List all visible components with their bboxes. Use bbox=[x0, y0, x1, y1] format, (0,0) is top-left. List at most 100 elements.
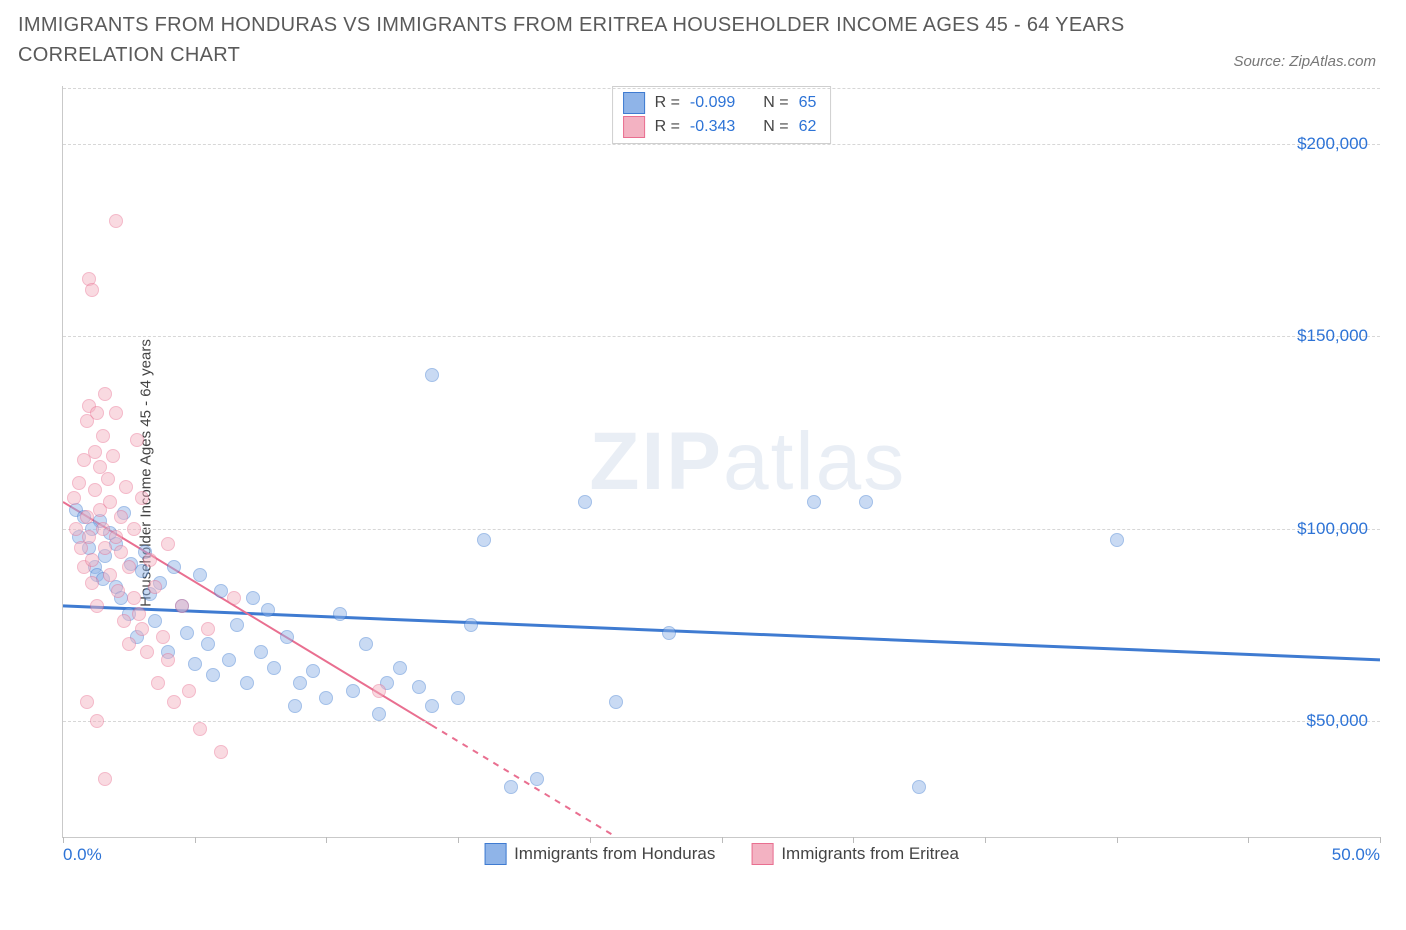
scatter-point bbox=[451, 691, 465, 705]
x-tick bbox=[63, 837, 64, 843]
scatter-point bbox=[182, 684, 196, 698]
scatter-point bbox=[578, 495, 592, 509]
scatter-point bbox=[161, 537, 175, 551]
x-tick bbox=[326, 837, 327, 843]
scatter-point bbox=[227, 591, 241, 605]
stats-row: R =-0.343N =62 bbox=[623, 115, 817, 139]
x-tick-label: 50.0% bbox=[1332, 845, 1380, 865]
scatter-point bbox=[98, 772, 112, 786]
scatter-point bbox=[111, 584, 125, 598]
scatter-point bbox=[103, 568, 117, 582]
stat-n-value: 65 bbox=[799, 94, 817, 112]
scatter-point bbox=[214, 745, 228, 759]
scatter-point bbox=[127, 522, 141, 536]
scatter-point bbox=[319, 691, 333, 705]
stat-r-value: -0.343 bbox=[690, 118, 735, 136]
scatter-point bbox=[261, 603, 275, 617]
legend-label: Immigrants from Honduras bbox=[514, 844, 715, 864]
scatter-point bbox=[267, 661, 281, 675]
scatter-point bbox=[293, 676, 307, 690]
y-tick-label: $50,000 bbox=[1307, 711, 1368, 731]
legend-swatch bbox=[751, 843, 773, 865]
scatter-point bbox=[90, 599, 104, 613]
source-label: Source: ZipAtlas.com bbox=[1233, 53, 1376, 70]
scatter-point bbox=[206, 668, 220, 682]
scatter-point bbox=[201, 637, 215, 651]
scatter-point bbox=[148, 580, 162, 594]
stats-legend: R =-0.099N =65R =-0.343N =62 bbox=[612, 86, 832, 144]
scatter-point bbox=[98, 541, 112, 555]
scatter-point bbox=[90, 714, 104, 728]
gridline bbox=[63, 88, 1380, 89]
scatter-point bbox=[530, 772, 544, 786]
scatter-point bbox=[230, 618, 244, 632]
scatter-point bbox=[140, 645, 154, 659]
chart-title: IMMIGRANTS FROM HONDURAS VS IMMIGRANTS F… bbox=[18, 10, 1138, 70]
x-tick bbox=[195, 837, 196, 843]
scatter-point bbox=[85, 553, 99, 567]
scatter-point bbox=[425, 368, 439, 382]
scatter-point bbox=[132, 607, 146, 621]
scatter-point bbox=[127, 591, 141, 605]
x-tick bbox=[722, 837, 723, 843]
scatter-point bbox=[96, 522, 110, 536]
legend-swatch bbox=[484, 843, 506, 865]
x-tick-label: 0.0% bbox=[63, 845, 102, 865]
watermark: ZIPatlas bbox=[589, 415, 906, 509]
x-tick bbox=[458, 837, 459, 843]
scatter-point bbox=[151, 676, 165, 690]
scatter-point bbox=[82, 530, 96, 544]
x-tick bbox=[1117, 837, 1118, 843]
stat-r-label: R = bbox=[655, 118, 680, 136]
scatter-point bbox=[114, 510, 128, 524]
scatter-point bbox=[88, 445, 102, 459]
scatter-point bbox=[372, 707, 386, 721]
legend-item: Immigrants from Eritrea bbox=[751, 843, 959, 865]
plot-area: ZIPatlas R =-0.099N =65R =-0.343N =62 Im… bbox=[62, 86, 1380, 838]
stat-r-label: R = bbox=[655, 94, 680, 112]
scatter-point bbox=[504, 780, 518, 794]
gridline bbox=[63, 336, 1380, 337]
series-legend: Immigrants from Honduras Immigrants from … bbox=[484, 843, 959, 865]
scatter-point bbox=[201, 622, 215, 636]
scatter-point bbox=[175, 599, 189, 613]
scatter-point bbox=[122, 560, 136, 574]
scatter-point bbox=[88, 483, 102, 497]
scatter-point bbox=[101, 472, 115, 486]
scatter-point bbox=[306, 664, 320, 678]
scatter-point bbox=[807, 495, 821, 509]
scatter-point bbox=[109, 530, 123, 544]
stat-n-value: 62 bbox=[799, 118, 817, 136]
scatter-point bbox=[193, 568, 207, 582]
legend-swatch bbox=[623, 116, 645, 138]
scatter-point bbox=[135, 491, 149, 505]
scatter-point bbox=[477, 533, 491, 547]
scatter-point bbox=[359, 637, 373, 651]
scatter-point bbox=[130, 433, 144, 447]
stat-n-label: N = bbox=[763, 94, 788, 112]
scatter-point bbox=[135, 622, 149, 636]
scatter-point bbox=[254, 645, 268, 659]
scatter-point bbox=[80, 510, 94, 524]
scatter-point bbox=[912, 780, 926, 794]
scatter-point bbox=[96, 429, 110, 443]
trend-line bbox=[432, 725, 616, 837]
y-tick-label: $100,000 bbox=[1297, 519, 1368, 539]
x-tick bbox=[1248, 837, 1249, 843]
scatter-point bbox=[393, 661, 407, 675]
scatter-point bbox=[69, 522, 83, 536]
scatter-point bbox=[1110, 533, 1124, 547]
scatter-point bbox=[103, 495, 117, 509]
scatter-point bbox=[214, 584, 228, 598]
scatter-point bbox=[167, 560, 181, 574]
scatter-point bbox=[80, 695, 94, 709]
scatter-point bbox=[464, 618, 478, 632]
scatter-point bbox=[246, 591, 260, 605]
scatter-point bbox=[412, 680, 426, 694]
scatter-point bbox=[333, 607, 347, 621]
scatter-point bbox=[161, 653, 175, 667]
x-tick bbox=[985, 837, 986, 843]
stat-r-value: -0.099 bbox=[690, 94, 735, 112]
scatter-point bbox=[119, 480, 133, 494]
scatter-point bbox=[425, 699, 439, 713]
